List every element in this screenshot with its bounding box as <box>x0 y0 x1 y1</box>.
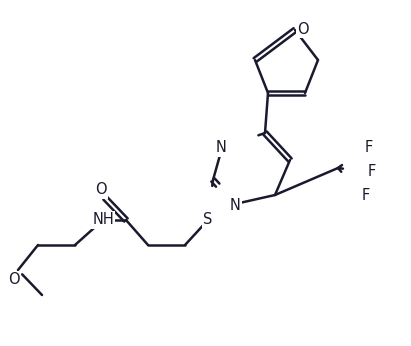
Text: N: N <box>215 140 226 155</box>
Text: O: O <box>8 273 20 288</box>
Text: F: F <box>365 140 373 155</box>
Text: O: O <box>297 21 309 36</box>
Text: F: F <box>362 189 370 203</box>
Text: O: O <box>95 182 107 198</box>
Text: NH: NH <box>92 212 114 228</box>
Text: F: F <box>368 164 376 180</box>
Text: N: N <box>230 198 240 212</box>
Text: S: S <box>203 212 212 228</box>
